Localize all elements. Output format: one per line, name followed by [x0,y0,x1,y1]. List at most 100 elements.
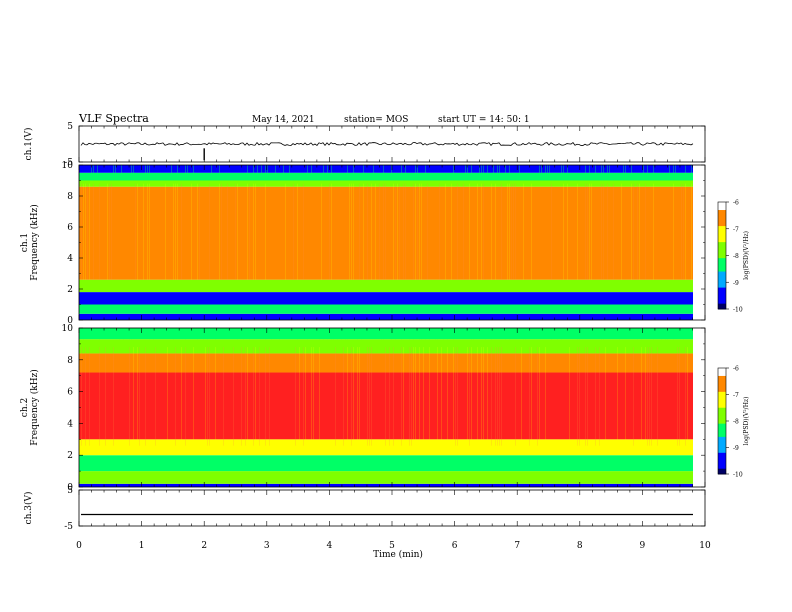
ch3-waveform-panel: 5 -5 ch.3(V) [23,486,706,532]
spectrogram-streak [269,347,270,446]
ch3-waveform-frame [78,489,706,527]
spectrogram-streak [253,347,254,446]
colorbar-swatch [718,258,726,262]
spectrogram-streak [609,165,610,176]
spectrogram-streak [247,183,248,280]
spectrogram-streak [523,328,524,340]
spectrogram-streak [181,183,182,280]
spectrogram-streak [577,328,578,340]
y-tick-label: 5 [67,486,73,496]
spectrogram-band [79,328,693,340]
spectrogram-streak [577,183,578,280]
spectrogram-streak [437,347,438,446]
x-tick-label: 0 [76,541,82,551]
spectrogram-streak [453,328,454,340]
spectrogram-streak [199,183,200,280]
colorbar-swatch [718,410,726,414]
spectrogram-streak [683,183,684,280]
spectrogram-streak [491,183,492,280]
spectrogram-streak [589,165,590,176]
spectrogram-streak [129,347,130,446]
colorbar-swatch [718,282,726,286]
spectrogram-streak [425,328,426,340]
colorbar-swatch [718,434,726,438]
y-tick-label: 8 [67,356,73,366]
spectrogram-streak [677,347,678,446]
spectrogram-band [79,186,693,280]
spectrogram-streak [409,328,410,340]
panels-group: 5 -5 ch.1(V) -6 -7 -8 -9 -10 log(PSD)(V²/Hz) 0 2 4 6… [20,122,750,532]
spectrogram-band [79,279,693,293]
spectrogram-streak [357,328,358,340]
y-axis-label: ch.2 [20,398,30,417]
spectrogram-streak [321,183,322,280]
spectrogram-streak [285,183,286,280]
spectrogram-streak [371,347,372,446]
spectrogram-streak [477,347,478,446]
spectrogram-streak [113,165,114,176]
colorbar-swatch [718,204,726,208]
y-axis-label: ch.1 [20,233,30,252]
spectrogram-streak [417,183,418,280]
spectrogram-streak [171,165,172,176]
spectrogram-streak [253,183,254,280]
colorbar-swatch [718,239,726,243]
spectrogram-streak [219,165,220,176]
spectrogram-streak [551,328,552,340]
ch2-spectrogram-colorbar: -6 -7 -8 -9 -10 log(PSD)(V²/Hz) [717,366,750,479]
spectrogram-streak [487,165,488,176]
colorbar-swatch [718,284,726,289]
colorbar-tick-label: -9 [733,445,739,452]
spectrogram-streak [221,183,222,280]
spectrogram-streak [429,347,430,446]
spectrogram-streak [445,183,446,280]
colorbar-swatch [718,290,726,294]
y-tick-label: 4 [67,419,73,429]
spectrogram-streak [391,165,392,176]
spectrogram-streak [137,183,138,280]
spectrogram-streak [329,183,330,280]
spectrogram-band [79,292,693,305]
colorbar-swatch [718,402,726,406]
colorbar-swatch [718,228,726,232]
spectrogram-streak [153,328,154,340]
spectrogram-streak [203,328,204,340]
spectrogram-streak [147,183,148,280]
x-tick-label: 8 [577,541,583,551]
spectrogram-streak [243,328,244,340]
spectrogram-streak [111,183,112,280]
spectrogram-streak [237,183,238,280]
spectrogram-streak [383,328,384,340]
colorbar-swatch [718,460,726,464]
colorbar-label: log(PSD)(V²/Hz) [743,231,750,280]
spectrogram-streak [633,347,634,446]
spectrogram-streak [561,328,562,340]
spectrogram-streak [255,183,256,280]
spectrogram-streak [495,347,496,446]
spectrogram-texture [79,328,692,446]
spectrogram-streak [521,347,522,446]
spectrogram-streak [507,183,508,280]
spectrogram-streak [399,183,400,280]
y-tick-label: 2 [67,285,73,295]
spectrogram-streak [567,183,568,280]
spectrogram-streak [603,328,604,340]
spectrogram-streak [419,183,420,280]
spectrogram-streak [653,183,654,280]
spectrogram-streak [247,347,248,446]
spectrogram-streak [499,347,500,446]
figure-title: VLF Spectra [78,112,149,125]
spectrogram-streak [145,165,146,176]
spectrogram-streak [605,347,606,446]
spectrogram-streak [311,165,312,176]
spectrogram-streak [165,183,166,280]
spectrogram-band [79,483,693,487]
spectrogram-band [79,372,693,440]
spectrogram-band [79,165,693,173]
spectrogram-streak [363,183,364,280]
spectrogram-streak [415,165,416,176]
spectrogram-streak [173,183,174,280]
spectrogram-streak [491,347,492,446]
spectrogram-streak [469,183,470,280]
spectrogram-streak [99,328,100,340]
